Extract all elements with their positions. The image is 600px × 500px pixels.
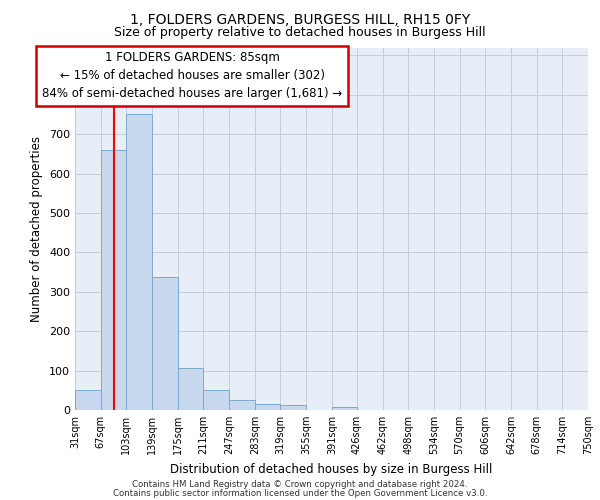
Bar (255, 404, 280, 410)
Bar (127, 114, 152, 410)
Bar (152, 277, 178, 410)
Text: Contains public sector information licensed under the Open Government Licence v3: Contains public sector information licen… (113, 488, 487, 498)
Bar (178, 368, 203, 410)
Text: 1 FOLDERS GARDENS: 85sqm
← 15% of detached houses are smaller (302)
84% of semi-: 1 FOLDERS GARDENS: 85sqm ← 15% of detach… (42, 52, 343, 100)
Text: 1, FOLDERS GARDENS, BURGESS HILL, RH15 0FY: 1, FOLDERS GARDENS, BURGESS HILL, RH15 0… (130, 12, 470, 26)
Bar (203, 390, 229, 410)
Bar (280, 406, 306, 410)
Bar (75, 390, 101, 410)
Text: Contains HM Land Registry data © Crown copyright and database right 2024.: Contains HM Land Registry data © Crown c… (132, 480, 468, 489)
Bar (332, 407, 357, 410)
Bar (229, 400, 255, 410)
Bar (101, 150, 127, 410)
X-axis label: Distribution of detached houses by size in Burgess Hill: Distribution of detached houses by size … (170, 462, 493, 475)
Y-axis label: Number of detached properties: Number of detached properties (31, 136, 43, 322)
Text: Size of property relative to detached houses in Burgess Hill: Size of property relative to detached ho… (114, 26, 486, 39)
